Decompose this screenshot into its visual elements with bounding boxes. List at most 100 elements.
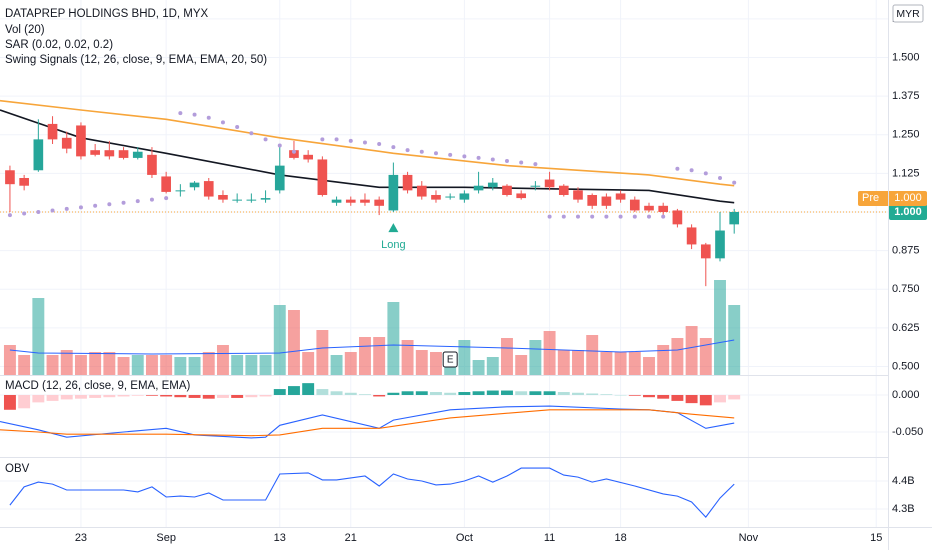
signal-label: Long <box>381 239 405 251</box>
volume-bar <box>344 352 357 375</box>
candle-body <box>459 193 470 200</box>
event-marker <box>442 351 458 368</box>
sar-dot <box>405 148 410 153</box>
legend-entry: Swing Signals (12, 26, close, 9, EMA, EM… <box>5 54 267 66</box>
sar-dot <box>533 162 538 167</box>
volume-bar <box>401 340 414 375</box>
price-tag-label: 1.000 <box>894 206 922 218</box>
volume-bar <box>671 338 684 375</box>
sar-dot <box>632 214 637 219</box>
candle-body <box>175 190 186 192</box>
data-layer: Long E <box>0 99 888 518</box>
pane-title: MACD (12, 26, close, 9, EMA, EMA) <box>5 380 191 392</box>
volume-bar <box>714 280 726 375</box>
volume-bar <box>89 352 102 375</box>
candle-body <box>473 185 484 191</box>
candle-body <box>402 174 413 191</box>
macd-bar <box>543 391 556 395</box>
candle-body <box>47 123 58 140</box>
macd-bar <box>728 394 741 400</box>
x-tick-label: 13 <box>274 532 286 544</box>
candle-body <box>303 154 313 160</box>
volume-bar <box>600 352 613 375</box>
sar-dot <box>448 152 453 157</box>
candle-body <box>118 150 129 158</box>
candle-body <box>19 177 29 186</box>
candle-body <box>331 199 342 203</box>
sar-dot <box>36 209 41 214</box>
sar-dot <box>561 214 566 219</box>
volume-bar <box>557 350 570 375</box>
macd-bar <box>160 394 173 397</box>
volume-bar <box>486 357 499 375</box>
y-tick-label: 0.625 <box>892 322 920 334</box>
macd-bar <box>600 394 613 395</box>
sar-dot <box>504 159 509 164</box>
macd-bar <box>699 394 712 406</box>
sar-dot <box>547 214 552 219</box>
candle-body <box>232 199 242 201</box>
line-series <box>9 339 735 355</box>
x-tick-label: Sep <box>156 532 176 544</box>
candle-body <box>5 170 15 185</box>
volume-bar <box>216 345 229 375</box>
macd-bar <box>458 392 471 395</box>
volume-bar <box>628 352 641 375</box>
y-tick-label: 4.4B <box>892 475 915 487</box>
sar-dot <box>519 160 524 165</box>
candle-body <box>61 137 72 149</box>
macd-bar <box>231 394 244 398</box>
volume-bar <box>231 355 244 375</box>
candle-body <box>672 210 683 225</box>
candle-body <box>104 150 115 157</box>
sar-dot <box>50 208 55 213</box>
sar-dot <box>703 171 708 176</box>
volume-bar <box>288 310 300 375</box>
candle-body <box>530 185 541 187</box>
macd-bar <box>401 391 414 395</box>
volume-bar <box>515 355 528 375</box>
volume-bar <box>103 352 116 375</box>
price-tag <box>889 203 927 220</box>
x-tick-label: 15 <box>870 532 882 544</box>
candle-body <box>218 194 228 200</box>
volume-bar <box>529 340 542 375</box>
volume-bar <box>430 352 442 375</box>
sar-dot <box>93 203 98 208</box>
macd-bar <box>685 394 698 404</box>
sar-dot <box>377 142 382 147</box>
candle-body <box>686 227 697 245</box>
line-series <box>9 467 735 518</box>
candle-body <box>90 150 100 155</box>
candle-body <box>76 125 86 157</box>
macd-bar <box>501 390 513 395</box>
sar-dot <box>78 205 83 210</box>
sar-dot <box>646 214 651 219</box>
macd-bar <box>714 394 726 403</box>
sar-dot <box>718 175 722 180</box>
macd-bar <box>572 392 584 395</box>
macd-bar <box>373 394 386 397</box>
candle-body <box>289 150 299 158</box>
candle-body <box>445 196 456 198</box>
sar-dot <box>291 149 296 154</box>
candle-body <box>502 185 512 195</box>
x-tick-label: 21 <box>345 532 357 544</box>
macd-bar <box>643 394 655 398</box>
foreground-layer: 23 Sep 13 21 Oct 11 18 Nov 15 0.500 0.625 0.750 0.87… <box>75 4 927 544</box>
candle-body <box>516 193 527 199</box>
candle-body <box>345 199 356 203</box>
y-tick-label: -0.050 <box>892 426 923 438</box>
y-tick-label: 0.000 <box>892 389 920 401</box>
volume-bar <box>32 298 45 375</box>
candle-body <box>246 199 257 201</box>
volume-bar <box>572 350 584 375</box>
macd-bar <box>60 394 73 400</box>
candle-body <box>587 194 598 206</box>
sar-dot <box>575 214 580 219</box>
x-tick-label: 23 <box>75 532 87 544</box>
volume-bar <box>501 338 513 375</box>
volume-bar <box>415 350 428 375</box>
candle-body <box>274 165 285 191</box>
macd-bar <box>330 391 343 395</box>
